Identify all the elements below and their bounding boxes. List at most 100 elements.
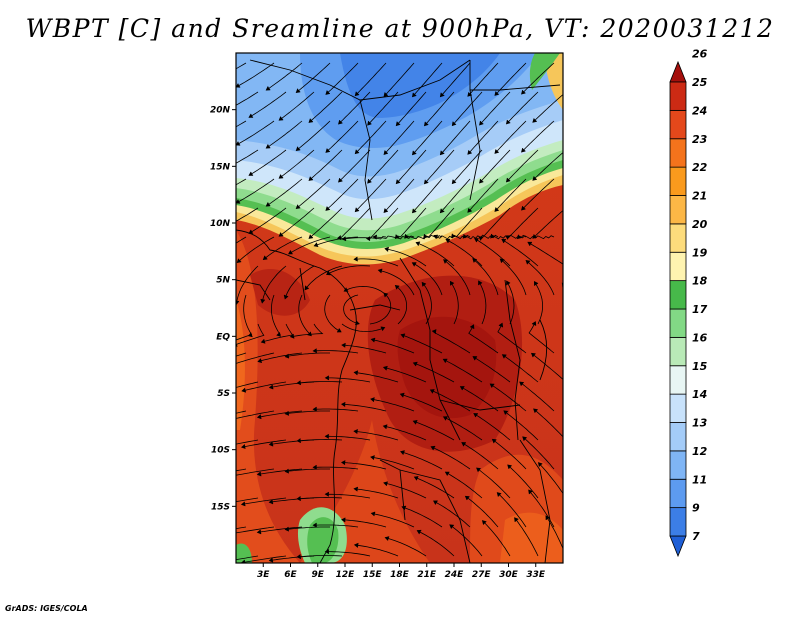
lat-label: 5S (217, 389, 230, 399)
streamline (297, 555, 343, 558)
streamline (343, 294, 360, 325)
streamline-arrow (341, 460, 346, 466)
streamline (248, 207, 287, 234)
streamline (507, 464, 539, 499)
streamline-arrow (494, 149, 499, 154)
streamline-arrow (533, 281, 539, 286)
streamline (538, 462, 563, 495)
grads-credit: GrADS: IGES/COLA (5, 604, 88, 613)
streamline-arrow (260, 298, 266, 304)
colorbar-label: 11 (692, 473, 707, 486)
streamline-arrow (479, 120, 484, 126)
streamline (261, 265, 287, 303)
streamline (325, 120, 359, 153)
streamline (412, 262, 443, 296)
lon-label: 15E (363, 570, 383, 580)
colorbar-swatch (669, 60, 687, 83)
colorbar-swatch (669, 393, 687, 423)
streamline (501, 239, 539, 267)
streamline-arrow (256, 529, 262, 535)
streamline-arrow (451, 179, 457, 185)
streamline (400, 451, 443, 470)
streamline (373, 235, 415, 240)
streamline-arrow (278, 116, 284, 121)
streamline (236, 439, 259, 445)
streamline (561, 282, 563, 285)
colorbar-label: 12 (692, 445, 708, 458)
streamline (416, 242, 455, 267)
streamline-arrow (474, 238, 479, 243)
streamline-arrow (324, 375, 330, 381)
streamline (278, 149, 315, 179)
streamline (236, 178, 275, 204)
streamline (367, 149, 399, 184)
streamline-arrow (423, 179, 429, 185)
streamline-arrow (404, 234, 409, 239)
streamline-arrow (411, 208, 417, 214)
streamline-arrow (507, 464, 512, 470)
streamline (236, 120, 275, 146)
lon-label: 12E (336, 570, 356, 580)
streamline-arrow (527, 241, 532, 246)
streamline (271, 294, 281, 336)
streamline-arrow (400, 333, 406, 338)
streamline (325, 62, 359, 95)
streamline-arrow (370, 511, 376, 517)
streamline-arrow (260, 339, 266, 344)
streamline (308, 91, 343, 123)
streamline-arrow (296, 554, 302, 560)
streamline (325, 178, 359, 211)
streamline (263, 236, 303, 260)
streamline-arrow (241, 387, 247, 393)
streamline-arrow (367, 179, 372, 184)
streamline-arrow (240, 501, 246, 507)
streamline (341, 519, 387, 528)
streamline (257, 468, 303, 475)
streamline-arrow (461, 442, 466, 447)
colorbar: 7 9 11 12 13 14 15 16 17 18 19 20 21 22 23 24 25 26 (669, 48, 708, 558)
streamline (396, 149, 427, 184)
streamline-arrow (284, 468, 290, 474)
streamline (532, 152, 563, 181)
streamline (443, 259, 471, 296)
streamline-arrow (411, 150, 417, 156)
streamline (236, 62, 275, 88)
streamline-arrow (312, 406, 317, 412)
streamline (461, 442, 499, 470)
streamline (355, 62, 387, 96)
streamline (297, 439, 343, 442)
streamline-arrow (521, 90, 526, 95)
streamline (296, 62, 331, 93)
streamline-arrow (442, 358, 448, 363)
streamline-arrow (241, 444, 246, 449)
streamline (354, 372, 399, 383)
streamline-arrow (206, 80, 210, 84)
streamline-arrow (473, 413, 478, 418)
streamline-arrow (324, 433, 330, 439)
streamline (521, 178, 555, 211)
lon-label: 33E (526, 570, 546, 580)
streamline (371, 512, 415, 528)
streamline (443, 358, 483, 383)
streamline-arrow (505, 119, 511, 125)
streamline-arrow (268, 499, 274, 505)
streamline-arrow (445, 238, 451, 244)
streamline (421, 282, 432, 325)
streamline (325, 551, 371, 557)
streamline (285, 352, 330, 358)
streamline (400, 393, 443, 412)
streamline (424, 91, 455, 126)
streamline-arrow (514, 517, 519, 522)
streamline (468, 324, 499, 354)
streamline (474, 238, 511, 267)
streamline (304, 265, 343, 290)
streamline-arrow (382, 365, 388, 371)
streamline-arrow (295, 204, 301, 209)
streamline-arrow (444, 471, 450, 476)
streamline (433, 500, 471, 528)
streamline-arrow (415, 241, 421, 246)
streamline-arrow (206, 138, 210, 142)
streamline (338, 149, 371, 183)
latitude-axis: 20N 15N 10N 5N EQ 5S 10S 15S (210, 106, 236, 512)
colorbar-swatch (669, 223, 687, 253)
